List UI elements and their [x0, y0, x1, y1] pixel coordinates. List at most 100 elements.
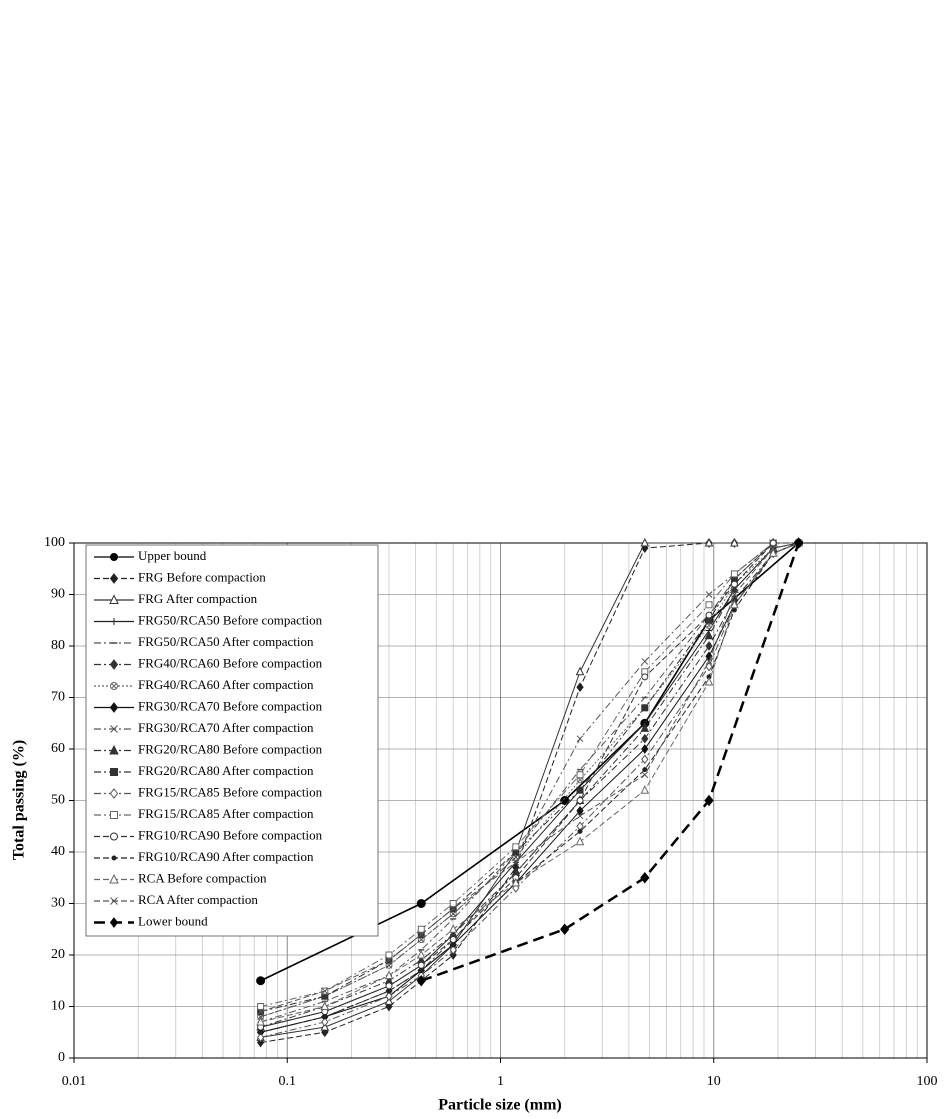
marker [109, 873, 119, 884]
marker [640, 723, 650, 732]
x-axis-title: Particle size (mm) [438, 1097, 561, 1114]
series-line [260, 542, 799, 1023]
marker [560, 923, 570, 936]
marker [730, 537, 739, 547]
marker [705, 591, 713, 598]
marker [385, 956, 393, 964]
y-tick-label: 0 [58, 1050, 65, 1065]
legend-label: FRG20/RCA80 Before compaction [138, 741, 323, 756]
legend-label: FRG30/RCA70 After compaction [138, 720, 314, 735]
legend-label: FRG Before compaction [138, 569, 266, 584]
legend-label: FRG50/RCA50 After compaction [138, 634, 314, 649]
legend-label: Lower bound [138, 913, 208, 928]
legend-label: FRG After compaction [138, 591, 258, 606]
y-tick-label: 20 [51, 947, 65, 962]
marker [705, 601, 713, 609]
marker [705, 658, 713, 665]
marker [109, 702, 119, 713]
series-line [260, 542, 799, 1013]
legend-label: FRG50/RCA50 Before compaction [138, 612, 323, 627]
series [416, 537, 804, 987]
marker [560, 796, 570, 805]
series-line [260, 542, 799, 1028]
marker [320, 1001, 330, 1010]
legend-label: Upper bound [138, 548, 207, 563]
series-line [260, 542, 799, 1038]
marker [109, 788, 119, 799]
marker [449, 945, 457, 955]
marker [110, 832, 118, 841]
marker [640, 871, 650, 884]
marker [257, 1003, 265, 1010]
marker [110, 897, 118, 905]
series-line [260, 542, 800, 982]
y-tick-label: 60 [51, 741, 65, 756]
marker [448, 924, 458, 933]
marker [384, 970, 394, 980]
series-line [260, 542, 799, 1023]
y-tick-label: 70 [51, 690, 65, 705]
series [257, 539, 802, 1016]
y-tick-label: 50 [51, 793, 65, 808]
marker [321, 987, 329, 995]
legend-label: FRG10/RCA90 Before compaction [138, 827, 323, 842]
x-tick-label: 1 [497, 1074, 504, 1089]
x-tick-label: 10 [707, 1074, 721, 1089]
marker [416, 949, 426, 959]
marker [730, 570, 738, 578]
marker [449, 950, 457, 960]
marker [641, 658, 649, 665]
series-line [260, 542, 799, 1033]
marker [110, 725, 118, 733]
marker [704, 676, 714, 686]
series-line [260, 542, 799, 1033]
marker [769, 544, 777, 552]
marker [575, 836, 585, 846]
marker [109, 744, 119, 755]
marker [640, 537, 650, 547]
legend-label: FRG30/RCA70 Before compaction [138, 698, 323, 713]
marker [576, 735, 584, 743]
series-line [260, 542, 799, 1028]
marker [417, 961, 425, 969]
marker [256, 1032, 265, 1043]
marker [385, 982, 393, 990]
marker [511, 877, 521, 887]
marker [730, 580, 738, 588]
marker [385, 951, 393, 959]
x-tick-label: 0.01 [62, 1074, 87, 1089]
legend-label: FRG40/RCA60 Before compaction [138, 655, 323, 670]
marker [256, 976, 266, 986]
legend-label: FRG20/RCA80 After compaction [138, 763, 314, 778]
marker [416, 899, 426, 908]
y-tick-label: 100 [44, 535, 65, 550]
series-line [420, 542, 800, 982]
marker [641, 733, 649, 744]
marker [258, 1029, 264, 1035]
marker [109, 594, 119, 604]
marker [449, 900, 457, 907]
x-tick-label: 100 [917, 1074, 938, 1089]
y-tick-label: 10 [51, 999, 65, 1014]
marker [576, 682, 584, 693]
series-line [260, 542, 799, 1018]
marker [416, 974, 426, 987]
legend-label: RCA After compaction [138, 892, 258, 907]
marker [256, 1016, 265, 1026]
y-axis-title: Total passing (%) [11, 740, 28, 860]
marker [321, 1017, 329, 1027]
marker [576, 812, 584, 820]
series-line [260, 542, 799, 1007]
x-tick-label: 0.1 [279, 1074, 297, 1089]
legend-label: FRG15/RCA85 After compaction [138, 806, 314, 821]
marker [576, 786, 584, 794]
marker [512, 843, 520, 851]
y-tick-label: 90 [51, 587, 65, 602]
marker [111, 855, 117, 861]
marker [576, 797, 584, 804]
series-line [260, 542, 799, 1018]
marker [731, 591, 738, 598]
legend-label: FRG10/RCA90 After compaction [138, 849, 314, 864]
marker [577, 828, 583, 834]
